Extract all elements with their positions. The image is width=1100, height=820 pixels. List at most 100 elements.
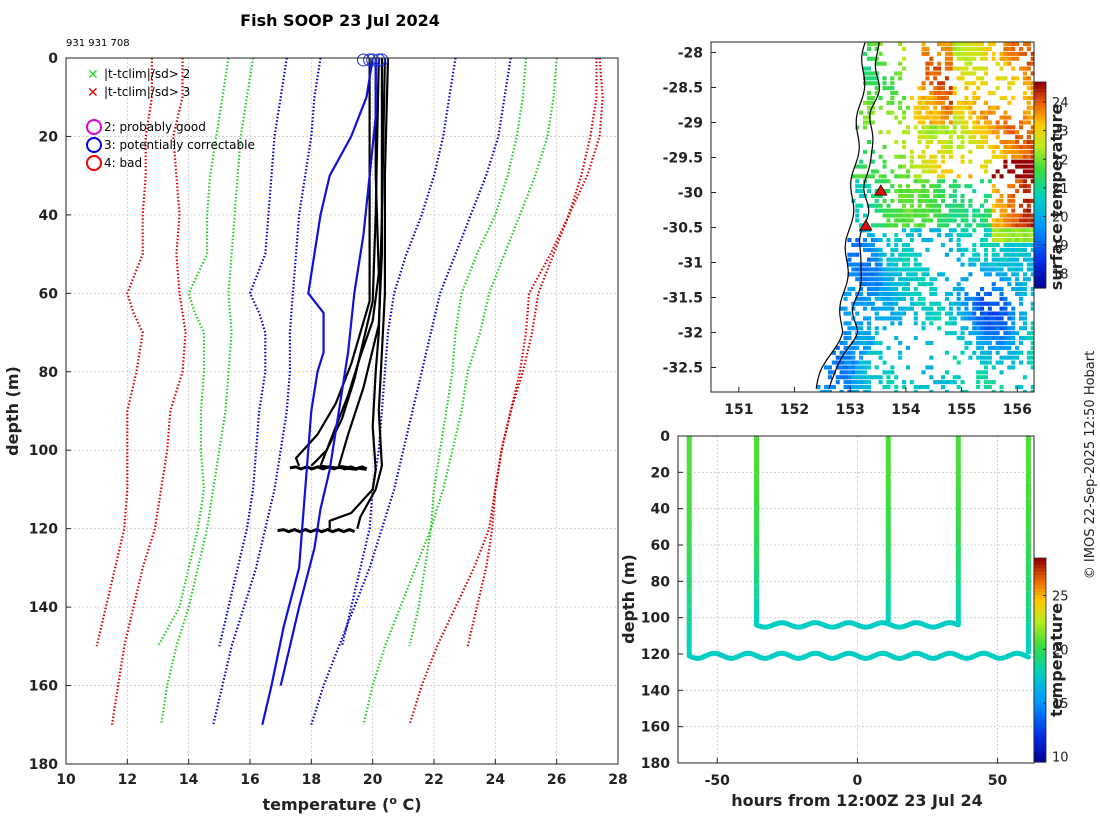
sst-cell bbox=[851, 380, 856, 385]
sst-cell bbox=[983, 46, 988, 51]
sst-cell bbox=[948, 218, 953, 223]
sst-cell bbox=[968, 130, 973, 135]
sst-cell bbox=[925, 340, 930, 345]
sst-cell bbox=[917, 115, 922, 120]
sst-cell bbox=[991, 321, 996, 326]
sst-cell bbox=[1019, 238, 1024, 243]
sst-cell bbox=[1003, 208, 1008, 213]
sst-cell bbox=[987, 193, 992, 198]
sst-cell bbox=[925, 130, 930, 135]
sst-cell bbox=[999, 345, 1004, 350]
sst-cell bbox=[909, 252, 914, 257]
sst-cell bbox=[995, 169, 1000, 174]
sst-cell bbox=[999, 56, 1004, 61]
sst-cell bbox=[863, 247, 868, 252]
sst-cell bbox=[995, 203, 1000, 208]
profile-bad-2 bbox=[279, 58, 377, 686]
sst-cell bbox=[859, 365, 864, 370]
sst-cell bbox=[843, 331, 848, 336]
sst-cell bbox=[999, 154, 1004, 159]
sst-cell bbox=[870, 193, 875, 198]
sst-cell bbox=[1011, 287, 1016, 292]
sst-cell bbox=[1007, 213, 1012, 218]
sst-cell bbox=[968, 42, 973, 47]
sst-cell bbox=[983, 375, 988, 380]
sst-cell bbox=[898, 42, 903, 47]
sst-cell bbox=[855, 375, 860, 380]
sst-cell bbox=[1003, 218, 1008, 223]
sst-cell bbox=[886, 189, 891, 194]
sst-cell bbox=[1022, 198, 1027, 203]
depth-time-x-tick-label: 50 bbox=[988, 773, 1008, 789]
sst-cell bbox=[835, 375, 840, 380]
sst-cell bbox=[999, 306, 1004, 311]
sst-cell bbox=[909, 149, 914, 154]
sst-cell bbox=[1003, 144, 1008, 149]
sst-cell bbox=[866, 336, 871, 341]
sst-cell bbox=[905, 291, 910, 296]
sst-cell bbox=[983, 140, 988, 145]
sst-cell bbox=[1030, 350, 1034, 355]
sst-cell bbox=[902, 164, 907, 169]
sst-cell bbox=[917, 282, 922, 287]
sst-cell bbox=[890, 76, 895, 81]
sst-cell bbox=[866, 360, 871, 365]
sst-cell bbox=[941, 272, 946, 277]
sst-cell bbox=[859, 189, 864, 194]
sst-cell bbox=[960, 316, 965, 321]
sst-cell bbox=[859, 375, 864, 380]
profile-x-ticks: 10 12 14 16 18 20 22 24 26 28 bbox=[56, 759, 628, 788]
sst-colorbar-band bbox=[1034, 243, 1046, 248]
sst-cell bbox=[902, 203, 907, 208]
sst-cell bbox=[913, 257, 918, 262]
sst-cell bbox=[968, 198, 973, 203]
sst-cell bbox=[1030, 71, 1034, 76]
sst-cell bbox=[1007, 233, 1012, 238]
sst-cell bbox=[866, 380, 871, 385]
sst-cell bbox=[929, 375, 934, 380]
sst-cell bbox=[952, 51, 957, 56]
sst-cell bbox=[855, 277, 860, 282]
sst-cell bbox=[972, 42, 977, 47]
sst-cell bbox=[1030, 360, 1034, 365]
sst-cell bbox=[995, 326, 1000, 331]
sst-cell bbox=[866, 296, 871, 301]
sst-cell bbox=[1026, 189, 1031, 194]
sst-cell bbox=[902, 56, 907, 61]
depth-time-y-tick-label: 160 bbox=[641, 720, 670, 736]
sst-cell bbox=[878, 252, 883, 257]
sst-colorbar-band bbox=[1034, 281, 1046, 286]
map-x-tick-label: 156 bbox=[1003, 402, 1032, 418]
sst-cell bbox=[866, 257, 871, 262]
sst-cell bbox=[983, 228, 988, 233]
sst-cell bbox=[983, 193, 988, 198]
sst-cell bbox=[933, 208, 938, 213]
sst-cell bbox=[960, 326, 965, 331]
sst-cell bbox=[960, 262, 965, 267]
sst-cell bbox=[847, 365, 852, 370]
sst-colorbar-band bbox=[1034, 270, 1046, 275]
sst-cell bbox=[1011, 125, 1016, 130]
sst-cell bbox=[983, 242, 988, 247]
sst-cell bbox=[1022, 71, 1027, 76]
sst-cell bbox=[851, 272, 856, 277]
sst-cell bbox=[1026, 203, 1031, 208]
sst-cell bbox=[913, 179, 918, 184]
sst-cell bbox=[976, 42, 981, 47]
sst-cell bbox=[866, 375, 871, 380]
sst-cell bbox=[1011, 331, 1016, 336]
sst-cell bbox=[874, 169, 879, 174]
sst-cell bbox=[851, 242, 856, 247]
sst-cell bbox=[921, 135, 926, 140]
sst-cell bbox=[890, 95, 895, 100]
sst-cell bbox=[874, 61, 879, 66]
sst-cell bbox=[1015, 282, 1020, 287]
sst-colorbar-band bbox=[1034, 236, 1046, 241]
sst-cell bbox=[925, 76, 930, 81]
sst-cell bbox=[902, 46, 907, 51]
sst-cell bbox=[890, 311, 895, 316]
sst-cell bbox=[991, 130, 996, 135]
sst-cell bbox=[968, 100, 973, 105]
sst-cell bbox=[866, 326, 871, 331]
sst-cell bbox=[839, 389, 844, 392]
